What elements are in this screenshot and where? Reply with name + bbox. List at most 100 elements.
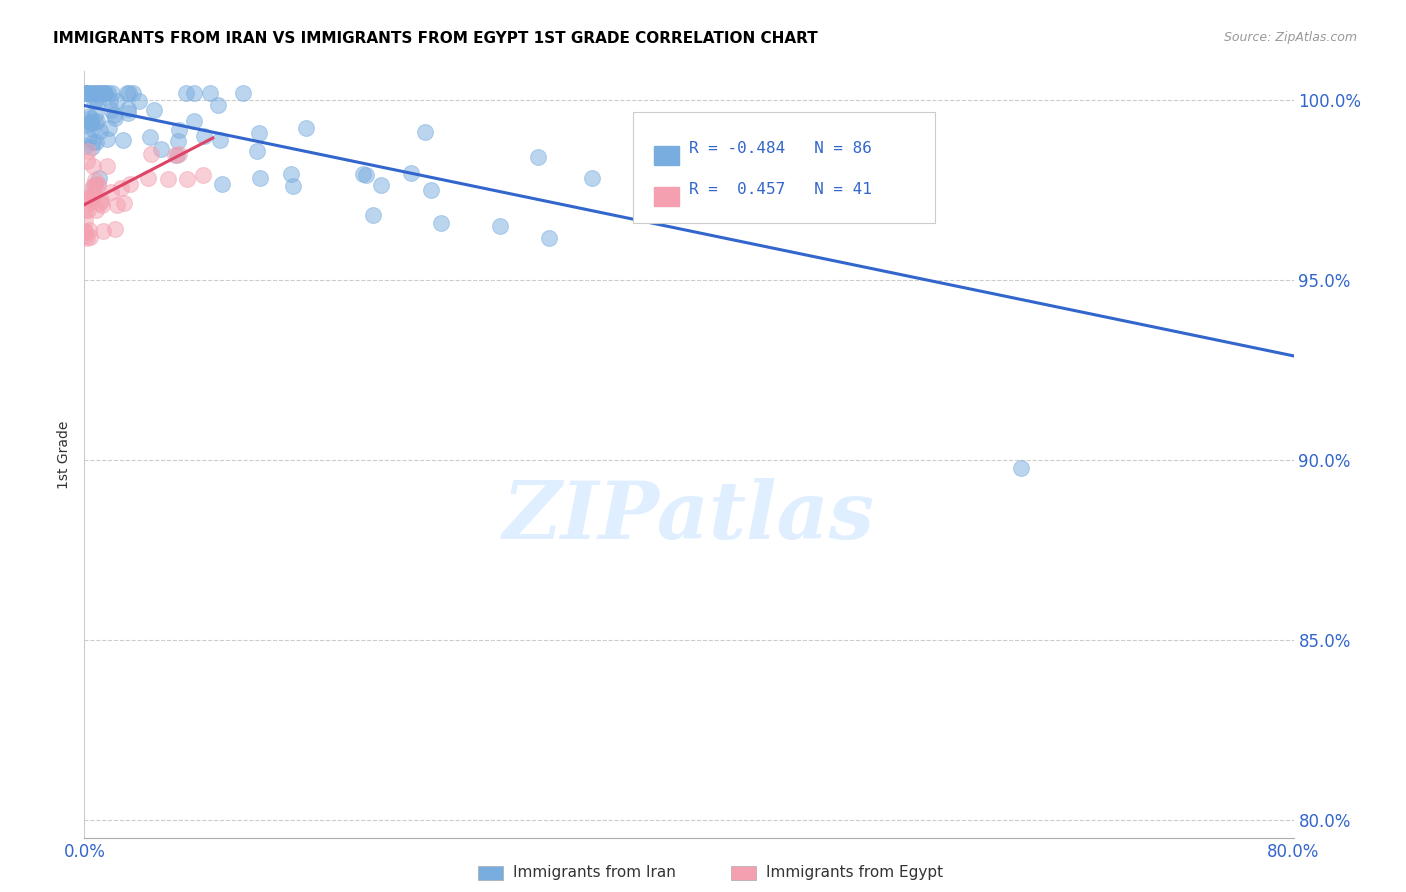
Point [82, 87, 104, 101]
Point [294, 120, 316, 135]
Point [208, 133, 231, 147]
Point [84, 115, 107, 129]
Text: Immigrants from Egypt: Immigrants from Egypt [766, 865, 943, 880]
Point [77, 223, 100, 237]
Point [75, 225, 97, 239]
Point [84, 108, 107, 122]
Point [77, 110, 100, 124]
Point [117, 86, 139, 100]
Point [174, 86, 197, 100]
Point [87, 178, 110, 192]
Point [75, 86, 97, 100]
Point [193, 129, 215, 144]
Point [167, 134, 190, 148]
Point [83, 178, 105, 193]
Point [280, 167, 302, 181]
Point [100, 103, 122, 117]
Point [80, 188, 103, 202]
Point [75, 86, 97, 100]
Point [104, 111, 127, 125]
Point [413, 124, 436, 138]
Point [167, 123, 190, 137]
Text: Immigrants from Iran: Immigrants from Iran [513, 865, 676, 880]
Point [84, 135, 107, 149]
Point [84, 87, 107, 101]
Point [249, 171, 271, 186]
Point [489, 219, 512, 234]
Point [80, 115, 103, 129]
Point [75, 86, 97, 100]
Point [77, 86, 100, 100]
Point [104, 222, 127, 236]
Point [77, 86, 100, 100]
Point [207, 97, 229, 112]
Point [163, 147, 186, 161]
Text: R = -0.484   N = 86: R = -0.484 N = 86 [689, 141, 872, 156]
Point [79, 116, 101, 130]
Point [98, 93, 121, 107]
Point [538, 231, 561, 245]
Point [76, 231, 98, 245]
Point [79, 115, 101, 129]
Point [1011, 460, 1033, 475]
Point [75, 213, 97, 227]
Point [82, 139, 104, 153]
Text: Source: ZipAtlas.com: Source: ZipAtlas.com [1223, 31, 1357, 45]
Point [76, 154, 98, 169]
Point [117, 86, 139, 100]
Point [76, 192, 98, 206]
Point [75, 203, 97, 218]
Point [86, 86, 108, 100]
Point [128, 94, 150, 108]
Point [76, 119, 98, 133]
Point [105, 95, 128, 109]
Point [82, 179, 104, 194]
Point [82, 180, 104, 194]
Point [183, 114, 205, 128]
Point [84, 93, 107, 107]
Point [183, 86, 205, 100]
Point [75, 138, 97, 153]
Point [89, 196, 111, 211]
Text: IMMIGRANTS FROM IRAN VS IMMIGRANTS FROM EGYPT 1ST GRADE CORRELATION CHART: IMMIGRANTS FROM IRAN VS IMMIGRANTS FROM … [53, 31, 818, 46]
Point [82, 87, 104, 101]
Point [420, 183, 443, 197]
Point [157, 172, 180, 186]
Point [101, 86, 124, 100]
Point [76, 190, 98, 204]
Point [77, 202, 100, 217]
Point [111, 133, 134, 147]
Point [191, 168, 214, 182]
Point [76, 195, 98, 210]
Point [79, 229, 101, 244]
Point [354, 169, 377, 183]
Point [139, 129, 162, 144]
Point [90, 86, 112, 100]
Point [84, 202, 107, 217]
Point [86, 114, 108, 128]
Point [112, 195, 135, 210]
Point [75, 229, 97, 244]
Point [82, 159, 104, 173]
Point [352, 167, 374, 181]
Point [361, 208, 384, 222]
Point [103, 108, 125, 122]
Point [93, 86, 115, 100]
Point [246, 144, 269, 158]
Point [370, 178, 392, 193]
Point [117, 102, 139, 116]
Point [247, 126, 270, 140]
Point [91, 198, 114, 212]
Point [96, 131, 118, 145]
Point [89, 124, 111, 138]
Point [79, 111, 101, 125]
Point [211, 177, 233, 191]
Point [167, 146, 190, 161]
Point [581, 170, 603, 185]
Point [527, 150, 550, 164]
Point [82, 121, 104, 136]
Point [117, 105, 139, 120]
Y-axis label: 1st Grade: 1st Grade [58, 421, 72, 489]
Point [83, 95, 105, 109]
Point [100, 185, 122, 199]
